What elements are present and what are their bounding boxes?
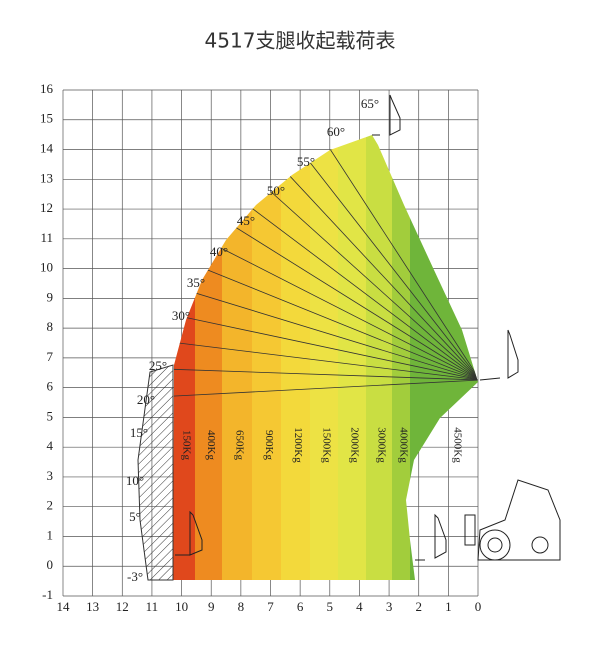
load-zone (281, 135, 310, 580)
load-label: 4500Kg (451, 427, 463, 463)
boom-line (173, 222, 478, 381)
x-tick-label: 2 (415, 599, 422, 614)
load-label: 3000Kg (375, 427, 387, 463)
x-tick-label: 6 (297, 599, 304, 614)
y-tick-label: -1 (42, 587, 53, 602)
x-tick-label: 5 (327, 599, 334, 614)
y-tick-label: 13 (40, 170, 53, 185)
angle-label: 40° (210, 244, 228, 259)
x-tick-label: 14 (57, 599, 71, 614)
y-tick-label: 1 (47, 527, 54, 542)
load-label: 2000Kg (348, 427, 360, 463)
angle-label: 30° (172, 308, 190, 323)
y-tick-label: 12 (40, 200, 53, 215)
y-tick-label: 9 (47, 289, 54, 304)
angle-label: 35° (187, 275, 205, 290)
boom-line (173, 292, 478, 381)
load-zone (195, 135, 222, 580)
load-zone (392, 135, 410, 580)
angle-label: 65° (361, 96, 379, 111)
y-tick-label: 5 (47, 408, 54, 423)
y-tick-label: 15 (40, 111, 53, 126)
load-label: 1500Kg (320, 427, 332, 463)
x-tick-label: 7 (267, 599, 274, 614)
boom-line (173, 328, 478, 381)
x-tick-label: 11 (146, 599, 159, 614)
angle-label: 25° (149, 358, 167, 373)
y-tick-label: 2 (47, 498, 54, 513)
y-tick-label: 3 (47, 468, 54, 483)
boom-line (173, 188, 478, 381)
load-zone (366, 135, 392, 580)
y-tick-label: 7 (47, 349, 54, 364)
load-zone (222, 135, 252, 580)
load-zone (252, 135, 281, 580)
load-label: 4000Kg (397, 427, 409, 463)
boom-line (173, 256, 478, 381)
load-label: 650Kg (233, 430, 245, 460)
x-tick-label: 3 (386, 599, 393, 614)
boom-line (173, 364, 478, 381)
y-tick-label: 4 (47, 438, 54, 453)
boom-line (250, 135, 478, 381)
x-tick-label: 4 (356, 599, 363, 614)
load-zone (410, 135, 478, 580)
load-label: 150Kg (180, 430, 192, 460)
x-tick-label: 9 (208, 599, 215, 614)
boom-line (193, 135, 478, 381)
x-tick-label: 0 (475, 599, 482, 614)
hatch-area (137, 364, 174, 581)
load-zone (310, 135, 338, 580)
load-zone (338, 135, 366, 580)
y-tick-label: 0 (47, 557, 54, 572)
boom-line (173, 379, 478, 403)
x-tick-label: 12 (116, 599, 129, 614)
chart-title: 4517支腿收起载荷表 (205, 29, 396, 53)
angle-label: 50° (267, 183, 285, 198)
y-tick-label: 8 (47, 319, 54, 334)
angle-label: 5° (129, 509, 141, 524)
x-tick-label: 8 (238, 599, 245, 614)
load-zone (173, 135, 195, 580)
machine (175, 94, 561, 561)
y-tick-label: 16 (40, 81, 54, 96)
y-tick-label: 11 (40, 230, 53, 245)
angle-label: 55° (297, 154, 315, 169)
angle-label: 45° (237, 213, 255, 228)
angle-label: -3° (127, 569, 143, 584)
load-label: 1200Kg (292, 427, 304, 463)
angle-label: 10° (126, 473, 144, 488)
angle-label: 60° (327, 124, 345, 139)
boom-line (221, 135, 478, 381)
y-tick-label: 14 (40, 141, 54, 156)
angle-label: 15° (130, 425, 148, 440)
y-tick-label: 10 (40, 260, 53, 275)
x-tick-label: 1 (445, 599, 452, 614)
y-tick-label: 6 (47, 379, 54, 394)
load-label: 900Kg (263, 430, 275, 460)
x-tick-label: 13 (86, 599, 99, 614)
load-label: 400Kg (205, 430, 217, 460)
angle-label: 20° (137, 392, 155, 407)
x-tick-label: 10 (175, 599, 188, 614)
